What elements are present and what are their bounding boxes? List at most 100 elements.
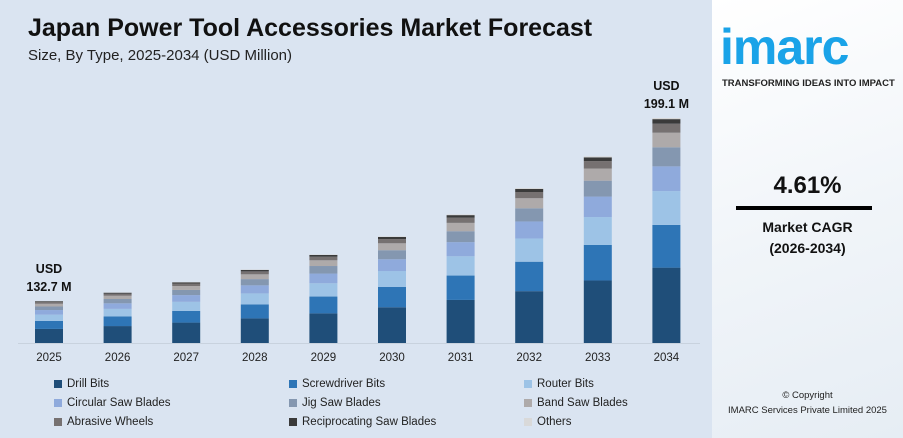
bar-segment-others-2030 bbox=[378, 236, 406, 237]
legend-item: Others bbox=[524, 415, 572, 429]
x-tick-label: 2027 bbox=[173, 352, 199, 364]
x-tick-label: 2032 bbox=[516, 352, 542, 364]
bar-segment-abrasive-wheels-2030 bbox=[378, 239, 406, 244]
bar-segment-screwdriver-bits-2034 bbox=[652, 224, 681, 268]
bar-segment-abrasive-wheels-2026 bbox=[103, 293, 132, 296]
x-tick-label: 2034 bbox=[654, 352, 680, 364]
bar-segment-reciprocating-saw-blades-2032 bbox=[515, 188, 544, 193]
bar-segment-jig-saw-blades-2028 bbox=[240, 279, 269, 286]
bar-segment-router-bits-2030 bbox=[378, 271, 406, 287]
legend-label: Screwdriver Bits bbox=[302, 378, 386, 390]
chart-subtitle: Size, By Type, 2025-2034 (USD Million) bbox=[28, 47, 293, 64]
bar-segment-circular-saw-blades-2033 bbox=[583, 196, 612, 218]
legend-label: Band Saw Blades bbox=[537, 397, 628, 409]
bar-segment-jig-saw-blades-2029 bbox=[309, 266, 338, 274]
bar-segment-reciprocating-saw-blades-2028 bbox=[240, 269, 269, 272]
bar-segment-router-bits-2033 bbox=[583, 217, 612, 245]
bar-segment-drill-bits-2028 bbox=[240, 318, 269, 343]
bar-segment-drill-bits-2030 bbox=[378, 307, 406, 343]
bar-segment-others-2031 bbox=[446, 214, 475, 216]
bar-segment-band-saw-blades-2028 bbox=[240, 274, 269, 280]
bar-segment-abrasive-wheels-2028 bbox=[240, 271, 269, 275]
imarc-logo: imarc bbox=[720, 19, 849, 75]
legend-item: Circular Saw Blades bbox=[54, 396, 171, 410]
bar-segment-circular-saw-blades-2027 bbox=[172, 295, 201, 302]
bar-segment-drill-bits-2025 bbox=[35, 328, 63, 343]
bar-segment-reciprocating-saw-blades-2034 bbox=[652, 119, 681, 124]
legend-swatch bbox=[289, 418, 297, 426]
bar-segment-screwdriver-bits-2029 bbox=[309, 296, 338, 314]
bar-segment-band-saw-blades-2027 bbox=[172, 285, 201, 290]
bar-segment-router-bits-2025 bbox=[35, 314, 63, 321]
bar-segment-screwdriver-bits-2033 bbox=[583, 244, 612, 281]
x-tick-label: 2029 bbox=[311, 352, 337, 364]
bar-segment-reciprocating-saw-blades-2025 bbox=[35, 301, 63, 303]
legend-swatch bbox=[289, 399, 297, 407]
bar-segment-drill-bits-2027 bbox=[172, 322, 201, 343]
legend-swatch bbox=[524, 418, 532, 426]
bar-segment-circular-saw-blades-2030 bbox=[378, 259, 406, 272]
bar-segment-reciprocating-saw-blades-2026 bbox=[103, 292, 132, 294]
bar-segment-drill-bits-2033 bbox=[583, 280, 612, 343]
bar-segment-circular-saw-blades-2031 bbox=[446, 242, 475, 257]
bar-segment-router-bits-2029 bbox=[309, 283, 338, 297]
x-tick-label: 2025 bbox=[36, 352, 62, 364]
bar-segment-screwdriver-bits-2032 bbox=[515, 261, 544, 292]
bar-segment-others-2034 bbox=[652, 118, 681, 120]
bar-segment-screwdriver-bits-2031 bbox=[446, 275, 475, 300]
bar-segment-abrasive-wheels-2033 bbox=[583, 161, 612, 169]
legend-label: Others bbox=[537, 416, 572, 428]
legend-swatch bbox=[289, 380, 297, 388]
bar-segment-jig-saw-blades-2034 bbox=[652, 147, 681, 167]
bar-segment-band-saw-blades-2034 bbox=[652, 132, 681, 148]
legend-label: Jig Saw Blades bbox=[302, 397, 381, 409]
bar-segment-abrasive-wheels-2031 bbox=[446, 217, 475, 223]
bar-segment-band-saw-blades-2033 bbox=[583, 168, 612, 181]
legend-swatch bbox=[54, 380, 62, 388]
bar-segment-band-saw-blades-2030 bbox=[378, 243, 406, 251]
stacked-bar-chart: 2025 2026 2027 2028 2029 2030 2031 2032 2033 2034… bbox=[18, 79, 700, 364]
bar-segment-abrasive-wheels-2029 bbox=[309, 256, 338, 261]
side-panel: imarc TRANSFORMING IDEAS INTO IMPACT 4.6… bbox=[712, 0, 903, 438]
legend-item: Band Saw Blades bbox=[524, 396, 628, 410]
bar-segment-jig-saw-blades-2032 bbox=[515, 208, 544, 222]
bar-segment-screwdriver-bits-2026 bbox=[103, 316, 132, 327]
x-tick-label: 2026 bbox=[105, 352, 131, 364]
legend-item: Drill Bits bbox=[54, 377, 109, 391]
legend-swatch bbox=[524, 380, 532, 388]
bar-segment-circular-saw-blades-2029 bbox=[309, 273, 338, 284]
bar-segment-drill-bits-2026 bbox=[103, 326, 132, 343]
bar-segment-reciprocating-saw-blades-2027 bbox=[172, 282, 201, 284]
bar-segment-abrasive-wheels-2025 bbox=[35, 302, 63, 304]
data-label-unit: USD bbox=[653, 79, 679, 93]
bar-segment-circular-saw-blades-2028 bbox=[240, 285, 269, 294]
bar-segment-band-saw-blades-2026 bbox=[103, 295, 132, 300]
bar-segment-jig-saw-blades-2030 bbox=[378, 250, 406, 260]
legend-label: Drill Bits bbox=[67, 378, 110, 390]
cagr-label: Market CAGR bbox=[762, 219, 853, 235]
legend-label: Circular Saw Blades bbox=[67, 397, 171, 409]
bar-segment-circular-saw-blades-2026 bbox=[103, 303, 132, 309]
bar-segment-router-bits-2034 bbox=[652, 191, 681, 225]
bar-segment-screwdriver-bits-2027 bbox=[172, 310, 201, 323]
bar-segment-jig-saw-blades-2031 bbox=[446, 231, 475, 243]
bar-segment-drill-bits-2034 bbox=[652, 267, 681, 343]
bar-segment-jig-saw-blades-2025 bbox=[35, 306, 63, 311]
legend-item: Screwdriver Bits bbox=[289, 377, 385, 391]
bar-segment-circular-saw-blades-2032 bbox=[515, 221, 544, 239]
bar-segment-reciprocating-saw-blades-2031 bbox=[446, 215, 475, 218]
bar-segment-reciprocating-saw-blades-2030 bbox=[378, 236, 406, 240]
bar-segment-jig-saw-blades-2033 bbox=[583, 180, 612, 197]
legend-label: Reciprocating Saw Blades bbox=[302, 416, 437, 428]
bar-segment-abrasive-wheels-2027 bbox=[172, 283, 201, 286]
brand-tagline: TRANSFORMING IDEAS INTO IMPACT bbox=[722, 78, 895, 89]
legend-item: Abrasive Wheels bbox=[54, 415, 153, 429]
bar-segment-others-2033 bbox=[583, 156, 612, 158]
legend-item: Router Bits bbox=[524, 377, 594, 391]
bar-segment-jig-saw-blades-2027 bbox=[172, 289, 201, 296]
bar-segment-router-bits-2026 bbox=[103, 308, 132, 317]
cagr-value: 4.61% bbox=[773, 172, 842, 199]
cagr-divider bbox=[736, 206, 872, 210]
chart-panel: Japan Power Tool Accessories Market Fore… bbox=[0, 0, 712, 438]
x-tick-label: 2030 bbox=[379, 352, 405, 364]
